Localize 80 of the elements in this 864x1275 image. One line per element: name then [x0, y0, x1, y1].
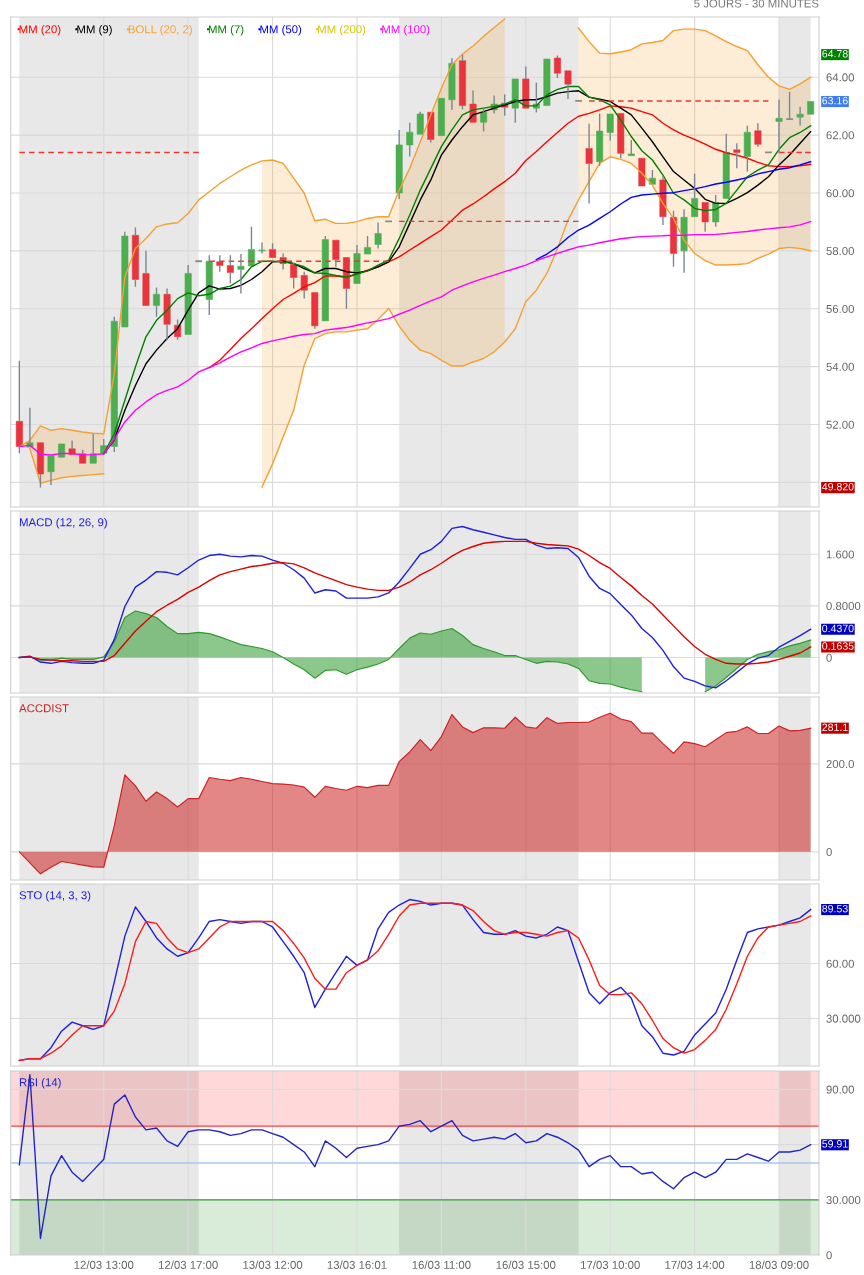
candlestick [754, 122, 762, 148]
y-tick-label: 56.00 [826, 304, 854, 313]
x-tick-label: 13/03 12:00 [243, 1260, 303, 1269]
y-tick-label: 64.00 [826, 73, 854, 82]
legend-label: MM (9) [77, 24, 112, 36]
chart-subtitle: 5 JOURS - 30 MINUTES [694, 0, 819, 8]
annotation: 281.1 [822, 723, 848, 732]
candlestick [543, 58, 551, 106]
line-series [535, 161, 812, 261]
candlestick [121, 231, 129, 328]
y-tick-label: 30.000 [826, 1014, 861, 1023]
x-tick-label: 17/03 10:00 [580, 1260, 640, 1269]
candlestick [785, 90, 794, 121]
candlestick [47, 455, 55, 486]
legend-label: MM (20) [19, 24, 61, 36]
legend-label: MM (50) [260, 24, 302, 36]
y-tick-label: 1.600 [826, 550, 854, 559]
candlestick [142, 250, 150, 306]
legend-label: MM (7) [208, 24, 244, 36]
candlestick [384, 220, 393, 223]
x-tick-label: 12/03 13:00 [74, 1260, 134, 1269]
candlestick [58, 443, 65, 458]
text: MACD (12, 26, 9) [19, 517, 107, 529]
candlestick [437, 98, 445, 136]
candlestick [248, 226, 255, 267]
candlestick [796, 106, 804, 127]
annotation: 0.1635 [822, 642, 854, 650]
candlestick [680, 208, 688, 274]
line-series [208, 105, 812, 369]
candlestick [194, 260, 203, 263]
annotation: 64.78 [822, 49, 848, 58]
candlestick [184, 264, 192, 335]
candlestick [374, 221, 382, 250]
y-tick-label: 0 [826, 848, 832, 857]
y-tick-label: 0 [826, 1251, 832, 1260]
candlestick [775, 99, 783, 155]
annotation: 49.820 [822, 482, 854, 491]
x-tick-label: 17/03 14:00 [665, 1260, 725, 1269]
candlestick [585, 123, 593, 205]
y-tick-label: 200.0 [826, 760, 854, 769]
y-tick-label: 0 [826, 653, 832, 662]
candlestick [89, 433, 97, 464]
legend-label: BOLL (20, 2) [128, 24, 192, 36]
legend-label: MM (100) [382, 24, 430, 36]
line-series [18, 1073, 812, 1240]
y-tick-label: 90.00 [826, 1085, 854, 1094]
candlestick [237, 253, 245, 295]
legend-label: MM (200) [318, 24, 366, 36]
x-tick-label: 16/03 11:00 [412, 1260, 471, 1269]
candlestick [395, 129, 403, 200]
y-tick-label: 54.00 [826, 362, 854, 371]
x-tick-label: 13/03 16:01 [327, 1260, 387, 1269]
x-tick-label: 18/03 09:00 [749, 1260, 809, 1269]
candlestick [722, 132, 730, 199]
y-tick-label: 62.00 [826, 131, 854, 140]
candlestick [258, 241, 266, 255]
chart-title: ACCDIST [19, 704, 69, 713]
y-tick-label: 30.000 [826, 1195, 861, 1205]
text: STO (14, 3, 3) [19, 890, 91, 902]
annotation: 89.53 [822, 904, 848, 913]
candlestick [448, 57, 456, 111]
candlestick [163, 287, 171, 341]
y-tick-label: 60.00 [826, 959, 854, 968]
candlestick [427, 111, 435, 144]
candlestick [701, 202, 709, 233]
annotation: 63.16 [822, 96, 848, 105]
candlestick [733, 142, 741, 170]
candlestick [691, 173, 699, 217]
candlestick [26, 407, 34, 448]
y-tick-label: 58.00 [826, 247, 854, 256]
y-tick-label: 60.00 [826, 189, 854, 198]
candlestick [638, 157, 646, 187]
y-tick-label: 52.00 [826, 420, 854, 429]
annotation: 0.4370 [822, 624, 854, 633]
x-tick-label: 16/03 15:00 [496, 1260, 556, 1269]
y-tick-label: 0.8000 [826, 602, 861, 611]
x-tick-label: 12/03 17:00 [158, 1260, 218, 1269]
candlestick [564, 70, 572, 100]
line-series [18, 540, 812, 665]
annotation: 59.91 [822, 1140, 848, 1148]
